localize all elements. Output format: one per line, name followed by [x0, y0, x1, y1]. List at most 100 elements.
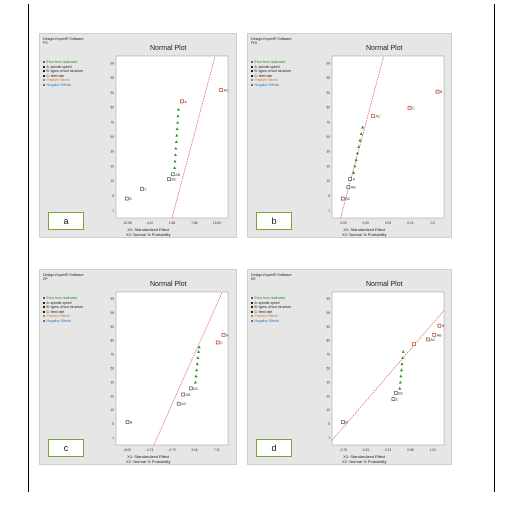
error-point	[173, 166, 177, 169]
y-tick-label: 10	[326, 408, 330, 412]
point-label: A	[226, 333, 229, 337]
software-header: Design-Expert® Software PDI	[251, 37, 292, 46]
legend-entry: Error from replicates	[251, 60, 291, 65]
error-point	[173, 153, 177, 157]
error-point	[358, 138, 362, 142]
x-tick-label: 0.09	[385, 221, 391, 225]
legend-label: Error from replicates	[46, 296, 78, 300]
error-point	[399, 368, 403, 372]
legend-entry: B: types of tool structure	[43, 69, 83, 74]
positive-effect-point	[437, 323, 442, 328]
point-label: B	[129, 197, 132, 201]
legend-swatch	[251, 315, 253, 318]
legend-label: C: feed rate	[254, 309, 273, 314]
legend-label: Positive Effects	[46, 314, 70, 319]
legend-entry: C: feed rate	[251, 74, 291, 79]
x-tick-label: 3.16	[191, 448, 197, 452]
legend-swatch	[43, 310, 45, 313]
y-tick-label: 99	[110, 297, 114, 301]
error-point	[173, 159, 177, 163]
y-tick-label: 20	[110, 164, 114, 168]
x-tick-label: 1.88	[169, 221, 175, 225]
panel-letter-d: d	[256, 439, 292, 457]
legend-entry: C: feed rate	[251, 310, 291, 315]
error-point	[195, 362, 199, 366]
error-point	[398, 380, 402, 384]
plot-area	[115, 291, 229, 446]
axis-caption: X1: Standardized Effect X2: Normal % Prob…	[342, 454, 386, 465]
x-tick-label: 1.02	[430, 448, 436, 452]
effects-legend: Error from replicates A: spindle speed B: …	[43, 296, 83, 324]
y-tick-label: 10	[110, 408, 114, 412]
negative-effect-point	[340, 196, 345, 201]
legend-label: C: feed rate	[46, 309, 65, 314]
error-point	[399, 374, 403, 378]
y-axis-caption: X2: Normal % Probability	[342, 232, 387, 238]
point-label: B	[440, 90, 443, 94]
panel-letter-a: a	[48, 212, 84, 230]
legend-swatch	[251, 70, 253, 73]
point-label: C	[220, 341, 223, 345]
y-tick-label: 80	[110, 106, 114, 110]
y-tick-label: 1	[112, 209, 114, 213]
response-name: PDI	[251, 41, 257, 46]
legend-label: Positive Effects	[46, 78, 70, 83]
legend-entry: Negative Effects	[251, 83, 291, 88]
effects-legend: Error from replicates A: spindle speed B: …	[251, 296, 291, 324]
legend-swatch	[43, 74, 45, 77]
right-rule	[494, 4, 495, 492]
point-label: A	[184, 100, 187, 104]
legend-swatch	[251, 306, 253, 309]
y-tick-label: 20	[110, 394, 114, 398]
point-label: BC	[398, 391, 403, 395]
point-label: C	[144, 187, 147, 191]
legend-label: Positive Effects	[254, 78, 278, 83]
y-tick-label: 80	[110, 339, 114, 343]
error-point	[361, 125, 365, 129]
error-point	[398, 386, 402, 390]
software-name: Design-Expert® Software	[251, 37, 292, 41]
legend-entry: Positive Effects	[251, 314, 291, 319]
legend-entry: C: feed rate	[43, 310, 83, 315]
negative-effect-point	[176, 401, 181, 406]
error-point	[353, 164, 357, 168]
point-label: AB	[186, 393, 191, 397]
x-tick-label: 0.2	[431, 221, 436, 225]
legend-label: B: types of tool structure	[254, 69, 292, 74]
legend-label: Error from replicates	[46, 60, 78, 64]
legend-swatch	[251, 320, 253, 323]
legend-label: A: spindle speed	[46, 64, 72, 69]
legend-entry: Error from replicates	[43, 60, 83, 65]
chart-panel-d: Design-Expert® Software EE Normal Plot Erro…	[247, 269, 452, 465]
y-tick-label: 70	[326, 120, 330, 124]
y-tick-label: 70	[110, 120, 114, 124]
chart-panel-b: Design-Expert® Software PDI Normal Plot Err…	[247, 33, 452, 238]
legend-label: Positive Effects	[254, 314, 278, 319]
chart-title: Normal Plot	[366, 45, 403, 52]
legend-entry: A: spindle speed	[43, 301, 83, 306]
legend-label: A: spindle speed	[254, 300, 280, 305]
x-tick-label: 7.11	[214, 448, 220, 452]
software-name: Design-Expert® Software	[43, 37, 84, 41]
x-axis-caption: X1: Standardized Effect	[343, 227, 386, 232]
error-point	[197, 345, 201, 349]
y-axis-caption: X2: Normal % Probability	[126, 232, 171, 238]
y-tick-label: 95	[326, 76, 330, 80]
legend-label: B: types of tool structure	[46, 305, 84, 310]
software-header: Design-Expert® Software FS	[43, 37, 84, 46]
plot-area	[115, 55, 229, 219]
negative-effect-point	[341, 420, 345, 424]
x-axis-caption: X1: Standardized Effect	[343, 454, 386, 459]
y-tick-label: 95	[110, 76, 114, 80]
x-tick-label: 0.13	[385, 448, 391, 452]
normal-plot-svg: 1 5 10 20 30 50 70 80 90 95 99 -0.75 -0.31 0.13 0.58 1.…	[326, 291, 445, 452]
y-tick-label: 90	[326, 325, 330, 329]
legend-entry: Positive Effects	[43, 78, 83, 83]
error-point	[194, 374, 198, 378]
y-tick-label: 50	[326, 367, 330, 371]
x-tick-label: -10.08	[123, 221, 132, 225]
point-label: B	[345, 421, 348, 425]
chart-title: Normal Plot	[150, 281, 187, 288]
y-tick-label: 50	[326, 135, 330, 139]
y-tick-label: 5	[328, 422, 330, 426]
